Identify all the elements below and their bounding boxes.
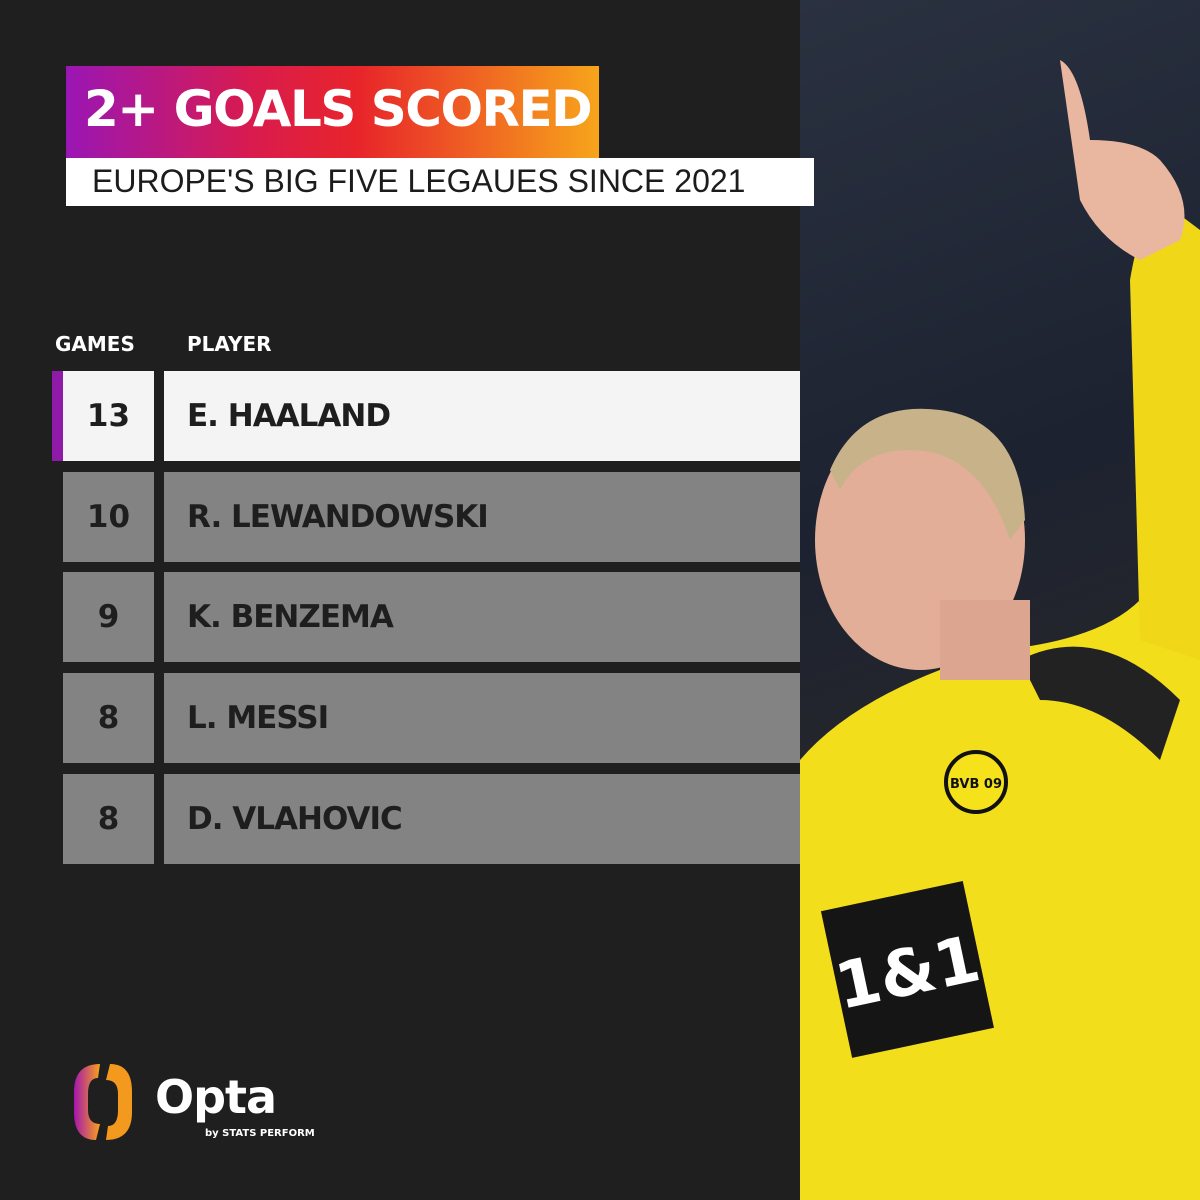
table-row: 8 L. MESSI	[63, 673, 800, 763]
player-cell: E. HAALAND	[164, 371, 800, 461]
column-header-games: GAMES	[55, 332, 135, 356]
player-cell: R. LEWANDOWSKI	[164, 472, 800, 562]
table-row: 9 K. BENZEMA	[63, 572, 800, 662]
highlight-accent	[52, 371, 63, 461]
title: 2+ GOALS SCORED	[84, 80, 593, 138]
column-header-player: PLAYER	[187, 332, 272, 356]
player-photo: BVB 09 1&1	[800, 0, 1200, 1200]
player-cell: L. MESSI	[164, 673, 800, 763]
title-banner: 2+ GOALS SCORED	[66, 66, 599, 158]
games-cell: 9	[63, 572, 154, 662]
player-cell: D. VLAHOVIC	[164, 774, 800, 864]
player-cell: K. BENZEMA	[164, 572, 800, 662]
games-cell: 10	[63, 472, 154, 562]
subtitle-banner: EUROPE'S BIG FIVE LEGAUES SINCE 2021	[66, 158, 814, 206]
opta-logo-icon	[74, 1064, 132, 1140]
brand-tagline: by STATS PERFORM	[205, 1128, 315, 1139]
subtitle: EUROPE'S BIG FIVE LEGAUES SINCE 2021	[92, 163, 746, 199]
table-row: 13 E. HAALAND	[52, 371, 800, 461]
player-illustration: BVB 09 1&1	[800, 60, 1200, 1200]
table-row: 8 D. VLAHOVIC	[63, 774, 800, 864]
games-cell: 8	[63, 673, 154, 763]
table-row: 10 R. LEWANDOWSKI	[63, 472, 800, 562]
crest-logo: BVB 09	[950, 777, 1002, 792]
games-cell: 13	[63, 371, 154, 461]
games-cell: 8	[63, 774, 154, 864]
brand-name: Opta	[155, 1070, 277, 1124]
